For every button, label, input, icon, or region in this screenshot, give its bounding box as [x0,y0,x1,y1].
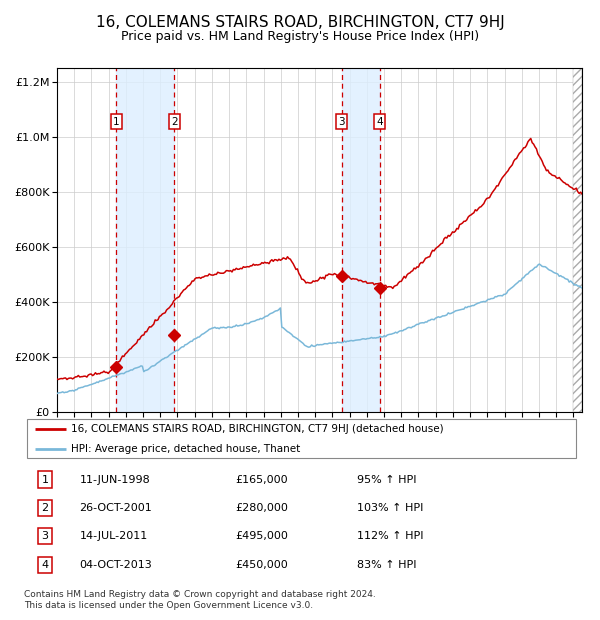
Text: 83% ↑ HPI: 83% ↑ HPI [357,560,416,570]
Text: Price paid vs. HM Land Registry's House Price Index (HPI): Price paid vs. HM Land Registry's House … [121,30,479,43]
Text: 103% ↑ HPI: 103% ↑ HPI [357,503,424,513]
Text: 11-JUN-1998: 11-JUN-1998 [79,474,150,484]
Text: £165,000: £165,000 [235,474,287,484]
Text: 4: 4 [376,117,383,126]
Text: 26-OCT-2001: 26-OCT-2001 [79,503,152,513]
FancyBboxPatch shape [27,419,576,458]
Text: 4: 4 [41,560,49,570]
Text: 2: 2 [41,503,49,513]
Text: HPI: Average price, detached house, Thanet: HPI: Average price, detached house, Than… [71,444,301,454]
Text: 2: 2 [171,117,178,126]
Text: 112% ↑ HPI: 112% ↑ HPI [357,531,424,541]
Text: 3: 3 [338,117,345,126]
Bar [341,68,380,412]
Text: 16, COLEMANS STAIRS ROAD, BIRCHINGTON, CT7 9HJ (detached house): 16, COLEMANS STAIRS ROAD, BIRCHINGTON, C… [71,424,444,434]
Text: 14-JUL-2011: 14-JUL-2011 [79,531,148,541]
Text: £495,000: £495,000 [235,531,288,541]
Text: 04-OCT-2013: 04-OCT-2013 [79,560,152,570]
Text: 3: 3 [41,531,49,541]
Text: 16, COLEMANS STAIRS ROAD, BIRCHINGTON, CT7 9HJ: 16, COLEMANS STAIRS ROAD, BIRCHINGTON, C… [95,16,505,30]
Text: £280,000: £280,000 [235,503,288,513]
Text: 1: 1 [41,474,49,484]
Text: 95% ↑ HPI: 95% ↑ HPI [357,474,416,484]
Text: 1: 1 [113,117,119,126]
Bar [116,68,175,412]
Text: Contains HM Land Registry data © Crown copyright and database right 2024.
This d: Contains HM Land Registry data © Crown c… [24,590,376,609]
Text: £450,000: £450,000 [235,560,287,570]
